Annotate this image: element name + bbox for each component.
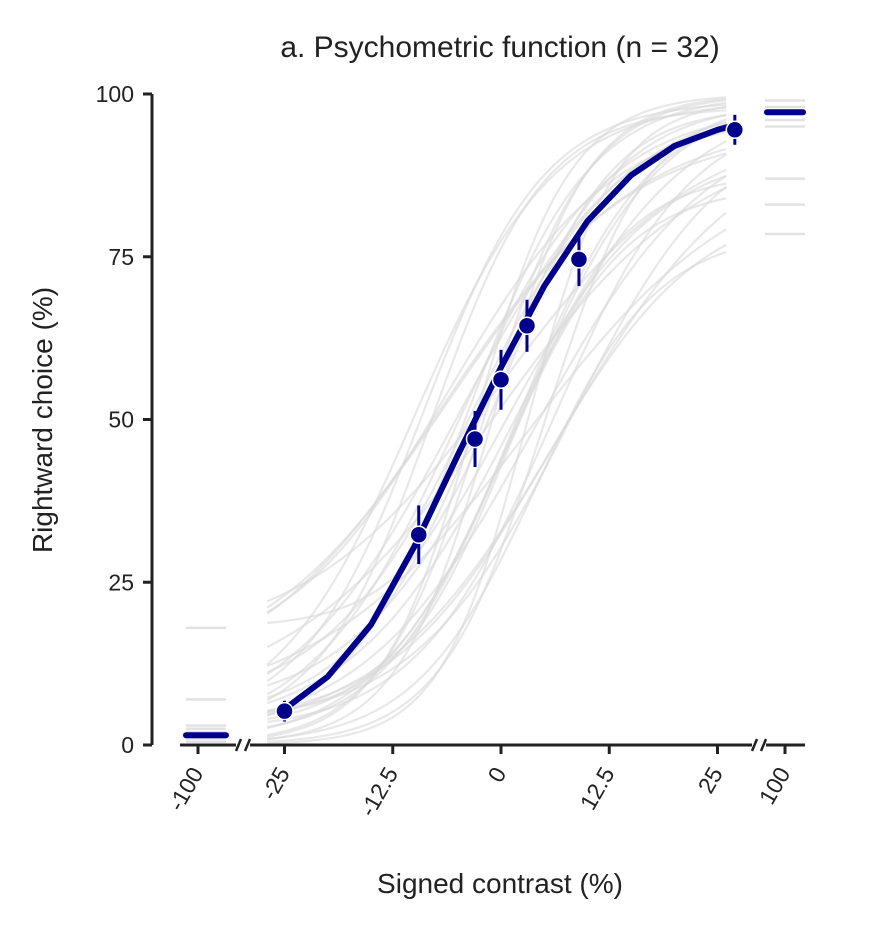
- subject-curve-21: [267, 113, 727, 625]
- subject-curve-27: [266, 125, 727, 674]
- subject-curve-29: [267, 118, 727, 743]
- x-tick-label-2: -12.5: [354, 763, 403, 821]
- subject-curve-28: [266, 197, 727, 729]
- subject-curve-8: [267, 182, 727, 713]
- chart-title: a. Psychometric function (n = 32): [280, 31, 719, 64]
- subject-curve-2: [266, 99, 727, 737]
- x-tick-label-6: 100: [754, 763, 796, 809]
- x-tick-label-0: -100: [163, 763, 209, 816]
- subject-extreme-marks: [186, 99, 805, 743]
- group-fit-curve: [281, 122, 738, 713]
- subject-curve-26: [267, 185, 727, 715]
- x-axis-label: Signed contrast (%): [377, 868, 623, 899]
- x-tick-label-4: 12.5: [575, 763, 620, 815]
- y-tick-label-1: 25: [108, 569, 134, 595]
- data-point-6: [725, 120, 745, 140]
- y-axis-label: Rightward choice (%): [27, 287, 58, 553]
- subject-curve-15: [266, 109, 727, 702]
- data-point-2: [465, 429, 485, 449]
- subject-curve-3: [266, 174, 727, 687]
- data-point-1: [409, 525, 428, 544]
- axes: [143, 92, 805, 754]
- data-point-0: [275, 701, 294, 721]
- x-axis-break-3: [759, 738, 768, 752]
- x-tick-label-1: -25: [256, 763, 295, 805]
- subject-curve-20: [266, 106, 727, 666]
- data-point-3: [491, 370, 511, 390]
- x-tick-label-3: 0: [482, 763, 511, 787]
- subject-curve-19: [266, 211, 727, 717]
- subject-curve-16: [266, 168, 727, 603]
- x-axis-break-1: [243, 738, 252, 752]
- data-point-5: [569, 250, 589, 269]
- subject-curve-22: [267, 250, 727, 740]
- x-axis-break-2: [750, 738, 759, 752]
- y-tick-label-4: 100: [96, 81, 134, 107]
- subject-curve-12: [267, 105, 727, 745]
- y-tick-label-0: 0: [121, 732, 134, 758]
- subject-curve-11: [266, 186, 727, 649]
- subject-curve-31: [266, 140, 727, 705]
- x-tick-label-5: 25: [693, 763, 728, 798]
- y-tick-label-3: 75: [108, 244, 134, 270]
- group-points: [275, 114, 745, 722]
- subject-curve-1: [266, 122, 727, 696]
- y-tick-label-2: 50: [108, 407, 134, 433]
- subject-curve-25: [267, 97, 727, 741]
- data-point-4: [517, 316, 537, 336]
- subject-curves: [266, 96, 727, 745]
- subject-curve-0: [266, 103, 727, 682]
- subject-curve-5: [266, 174, 727, 713]
- subject-curve-30: [266, 147, 727, 609]
- x-axis-break-0: [234, 738, 243, 752]
